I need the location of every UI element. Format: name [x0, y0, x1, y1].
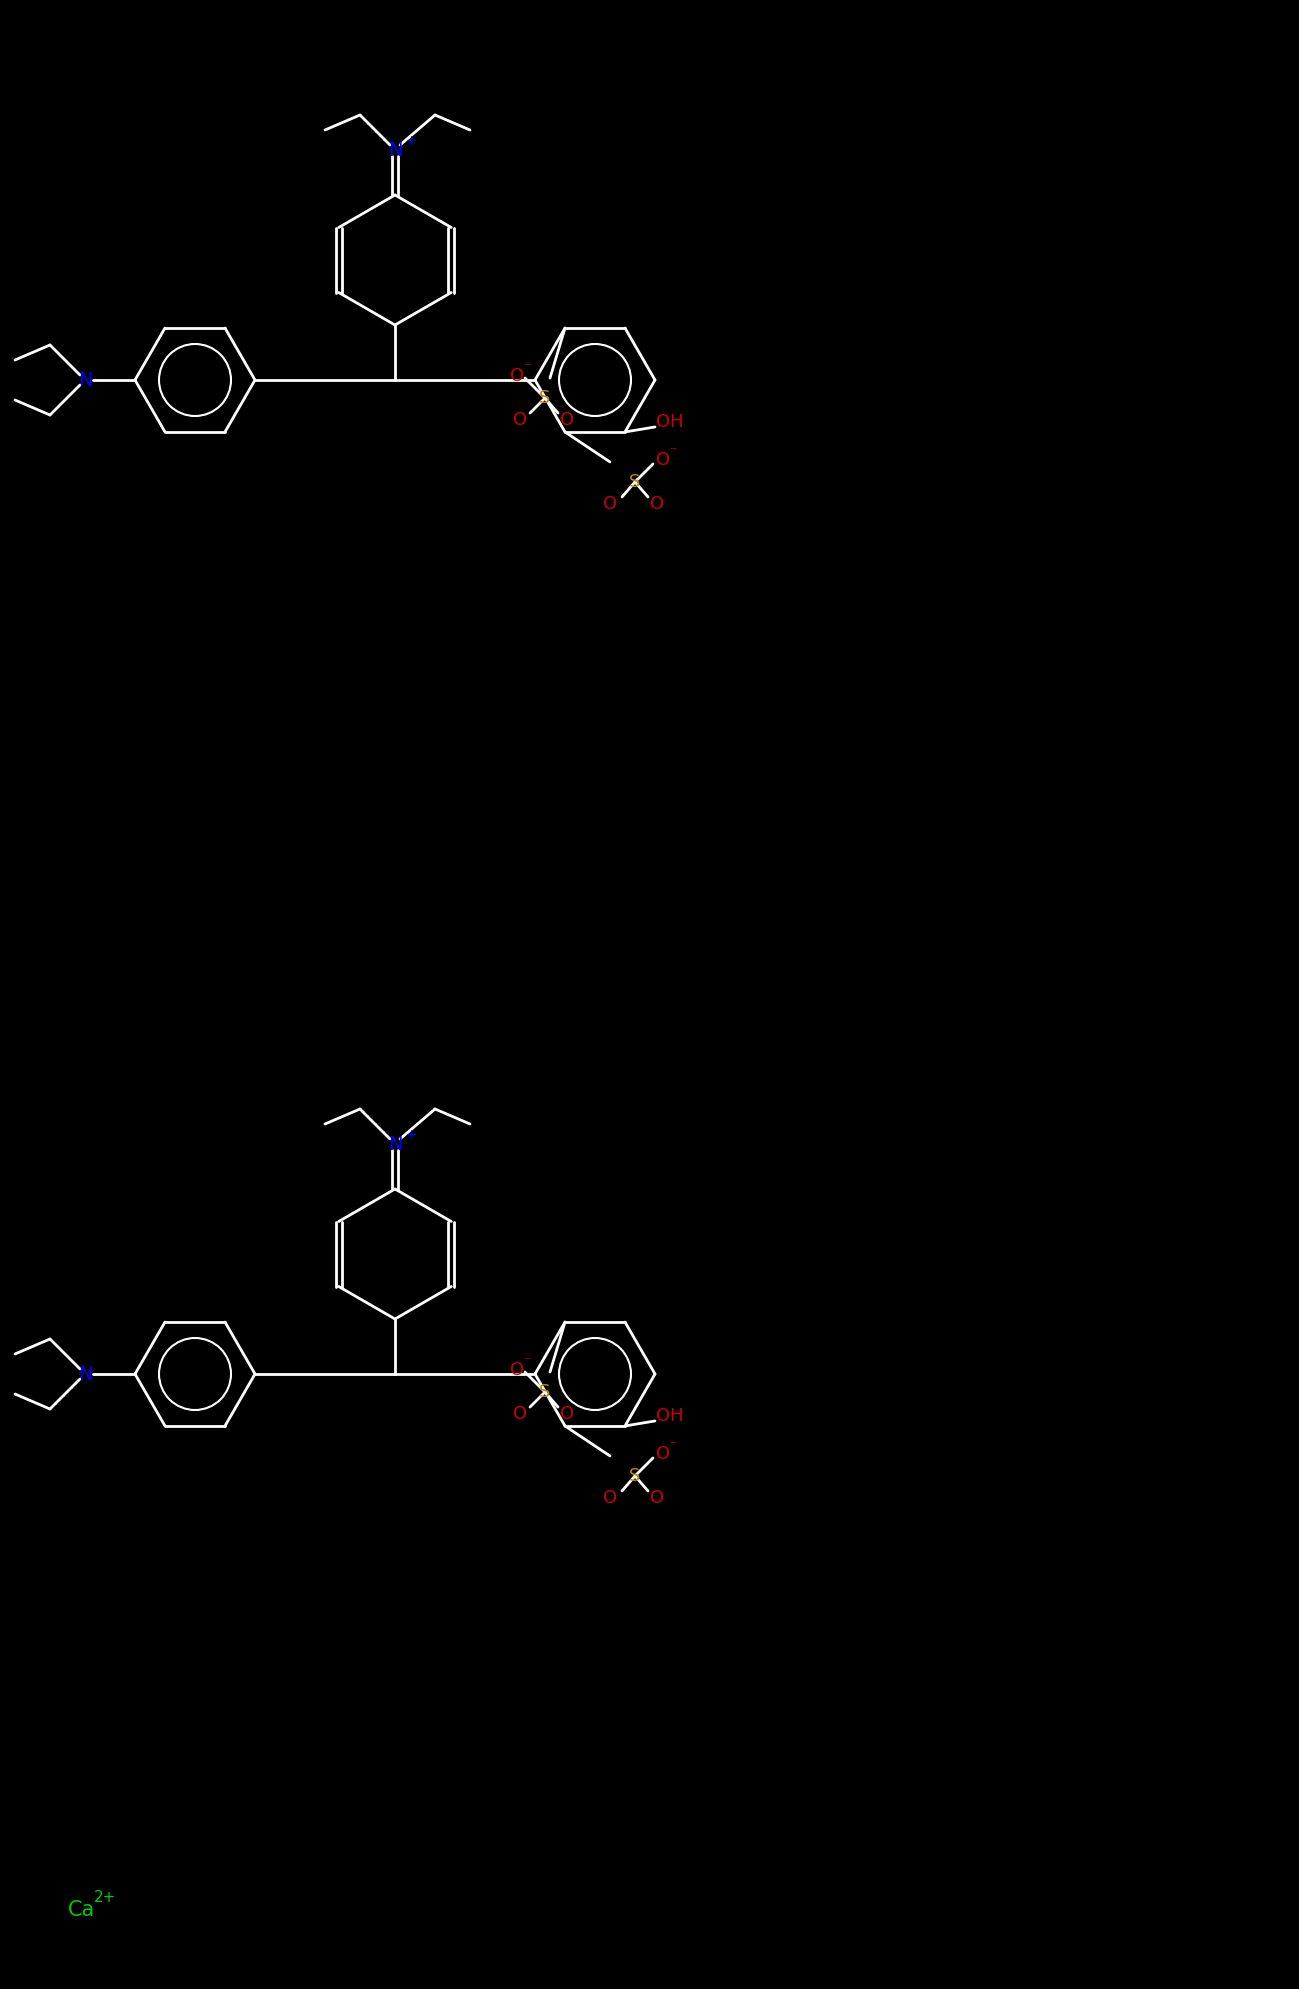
Text: Ca: Ca — [68, 1899, 95, 1919]
Text: O: O — [603, 495, 617, 513]
Text: O: O — [656, 452, 670, 469]
Text: O: O — [511, 1360, 523, 1378]
Text: O: O — [511, 368, 523, 386]
Text: O: O — [560, 412, 574, 430]
Text: S: S — [539, 390, 551, 408]
Text: ⁻: ⁻ — [669, 1438, 677, 1452]
Text: N: N — [387, 1134, 403, 1154]
Text: O: O — [650, 495, 664, 513]
Text: ⁻: ⁻ — [669, 446, 677, 459]
Text: O: O — [656, 1444, 670, 1464]
Text: ⁻: ⁻ — [523, 362, 531, 376]
Text: O: O — [513, 412, 527, 430]
Text: S: S — [629, 473, 640, 491]
Text: N: N — [78, 1364, 92, 1384]
Text: N: N — [387, 141, 403, 159]
Text: 2+: 2+ — [94, 1890, 116, 1905]
Text: OH: OH — [656, 1406, 683, 1424]
Text: N: N — [78, 370, 92, 390]
Text: O: O — [513, 1404, 527, 1422]
Text: S: S — [539, 1382, 551, 1400]
Text: O: O — [603, 1490, 617, 1508]
Text: OH: OH — [656, 414, 683, 432]
Text: O: O — [650, 1490, 664, 1508]
Text: +: + — [405, 133, 417, 147]
Text: S: S — [629, 1468, 640, 1486]
Text: +: + — [405, 1128, 417, 1142]
Text: O: O — [560, 1404, 574, 1422]
Text: ⁻: ⁻ — [523, 1355, 531, 1368]
